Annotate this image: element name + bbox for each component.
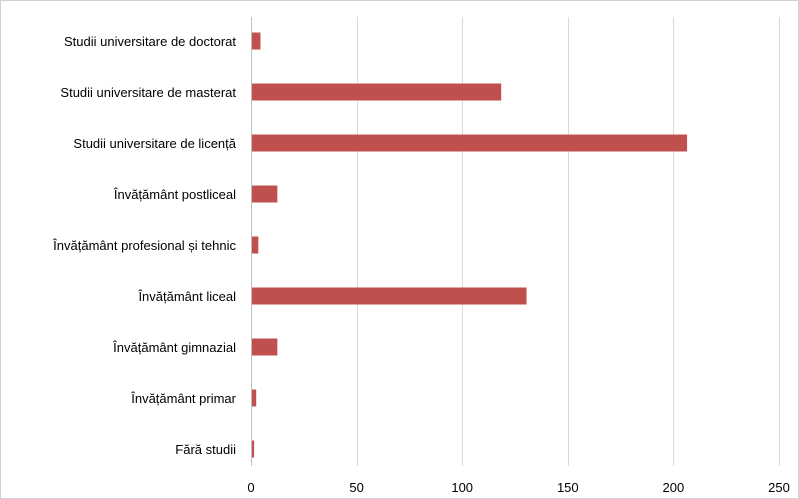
x-tick-label: 100 xyxy=(451,480,473,495)
x-tick-label: 0 xyxy=(247,480,254,495)
x-tick-label: 50 xyxy=(349,480,363,495)
category-labels: Studii universitare de doctorat Studii un… xyxy=(52,34,237,457)
category-label: Învățământ profesional și tehnic xyxy=(52,238,236,253)
category-label: Fără studii xyxy=(175,442,236,457)
bar xyxy=(252,185,278,203)
x-tick-labels: 0 50 100 150 200 250 xyxy=(247,480,789,495)
category-label: Învățământ gimnazial xyxy=(112,340,236,355)
bar xyxy=(252,32,261,50)
category-label: Învățământ liceal xyxy=(137,289,236,304)
bar xyxy=(252,440,255,458)
category-label: Studii universitare de licență xyxy=(73,136,236,151)
category-label: Studii universitare de doctorat xyxy=(64,34,236,49)
bar xyxy=(252,134,688,152)
category-label: Învățământ primar xyxy=(130,391,236,406)
bar xyxy=(252,236,259,254)
x-tick-label: 250 xyxy=(768,480,790,495)
x-tick-label: 200 xyxy=(663,480,685,495)
bar xyxy=(252,338,278,356)
bar xyxy=(252,389,257,407)
bar xyxy=(252,83,502,101)
category-label: Învățământ postliceal xyxy=(113,187,236,202)
bar xyxy=(252,287,527,305)
bars xyxy=(252,32,688,458)
x-tick-label: 150 xyxy=(557,480,579,495)
category-label: Studii universitare de masterat xyxy=(60,85,236,100)
